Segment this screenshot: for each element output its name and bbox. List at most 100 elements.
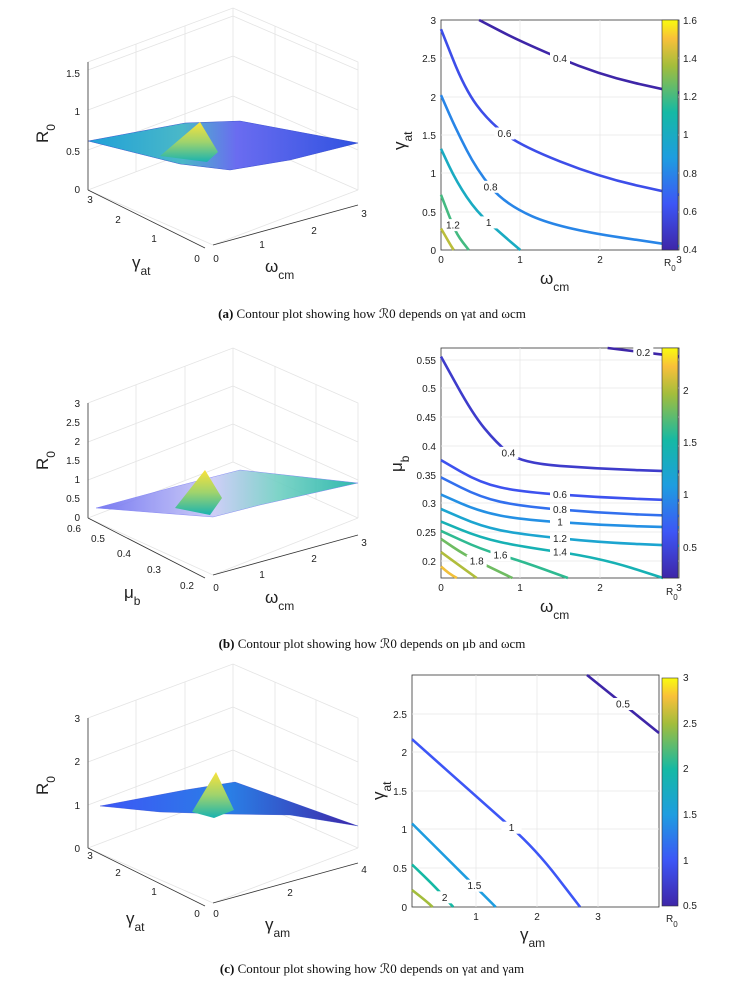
panel-a-contour-label-bg-3 (478, 216, 499, 229)
svg-text:3: 3 (74, 399, 80, 410)
svg-text:3: 3 (74, 714, 80, 725)
panel-a-xlabel: ωcm (540, 269, 569, 294)
panel-a-contour-label-bg-4 (442, 219, 463, 232)
svg-text:1.5: 1.5 (393, 787, 407, 798)
svg-text:2.5: 2.5 (422, 54, 436, 65)
panel-b-3d-zlabel: R0 (33, 451, 58, 470)
panel-b-contour-label-bg-7 (490, 549, 511, 561)
svg-text:0: 0 (213, 583, 219, 594)
svg-text:1: 1 (517, 255, 523, 266)
svg-text:1.5: 1.5 (422, 131, 436, 142)
panel-a-contour-label-bg-0 (550, 52, 570, 65)
svg-text:1: 1 (259, 240, 265, 251)
panel-a-yticks: 0 1 2 3 (87, 195, 200, 265)
svg-text:4: 4 (361, 865, 367, 876)
panel-a-3d-zlabel: R0 (33, 124, 58, 143)
svg-text:3: 3 (87, 195, 93, 206)
panel-b-3d-xlabel: ωcm (265, 588, 294, 613)
panel-a-xticks: 0 1 2 3 (438, 255, 682, 266)
svg-text:0.35: 0.35 (417, 471, 437, 482)
panel-c-zticks: 0 1 2 3 (74, 714, 80, 855)
panel-b-contour-label-7: 1.6 (494, 551, 508, 562)
svg-text:0.4: 0.4 (422, 442, 436, 453)
svg-text:1: 1 (74, 475, 80, 486)
panel-c-xticks: 0 2 4 (213, 865, 367, 920)
panel-b-surface: 0 0.5 1 1.5 2 2.5 3 0.2 0.3 0.4 0.5 0.6 … (33, 347, 367, 613)
panel-b-zticks: 0 0.5 1 1.5 2 2.5 3 (66, 399, 80, 524)
svg-text:0: 0 (74, 513, 80, 524)
panel-a-contour-line-3 (439, 148, 522, 251)
panel-b-contour-label-5: 1.2 (553, 534, 567, 545)
panel-c-contour-line-4 (411, 888, 434, 908)
panel-c-contour-label-2: 1.5 (467, 881, 481, 892)
panel-b-contour-line-3 (440, 476, 680, 518)
svg-text:1.5: 1.5 (66, 69, 80, 80)
panel-a-zticks: 0 0.5 1 1.5 (66, 69, 80, 196)
panel-b-surface-mesh (95, 469, 359, 518)
panel-b-colorbar-ticks: 0.5 1 1.5 2 (683, 386, 697, 554)
svg-text:0.2: 0.2 (422, 557, 436, 568)
panel-a-contour-lines: 0.4 0.6 0.8 1 1.2 (439, 18, 680, 251)
panel-c-grid (412, 675, 659, 907)
svg-text:2: 2 (287, 888, 293, 899)
svg-text:2: 2 (311, 226, 317, 237)
panel-a-contour: 0.4 0.6 0.8 1 1.2 0 0.5 1 1.5 2 2.5 3 0 1 2 … (390, 16, 697, 294)
panel-a-contour-line-2 (439, 94, 680, 248)
panel-a-contour-line-5 (439, 227, 455, 251)
svg-text:2: 2 (311, 554, 317, 565)
panel-b-contour-label-bg-4 (550, 516, 570, 529)
panel-b-contour-label-bg-5 (550, 532, 570, 545)
svg-text:0.5: 0.5 (683, 901, 697, 912)
svg-text:3: 3 (683, 673, 689, 684)
panel-c-contour: 0.5 1 1.5 2 0 0.5 1 1.5 2 2.5 1 2 3 γat γam… (369, 673, 697, 950)
svg-text:0.6: 0.6 (67, 524, 81, 535)
caption-b: (b) Contour plot showing how ℛ0 depends … (219, 636, 526, 651)
svg-text:1: 1 (430, 169, 436, 180)
panel-b-contour-label-bg-0 (633, 346, 654, 359)
panel-c-contour-label-bg-1 (501, 821, 522, 834)
panel-c-yticks: 0 0.5 1 1.5 2 2.5 (393, 710, 407, 914)
svg-text:0: 0 (438, 255, 444, 266)
svg-text:1.6: 1.6 (683, 16, 697, 27)
svg-text:2: 2 (534, 912, 540, 923)
panel-c-ylabel: γat (369, 781, 394, 800)
svg-text:0.4: 0.4 (117, 549, 131, 560)
panel-b-contour-label-bg-8 (466, 554, 487, 567)
svg-text:1.2: 1.2 (683, 92, 697, 103)
panel-b-contour-line-1 (439, 355, 680, 473)
caption-a-tag: (a) (218, 306, 233, 321)
svg-text:2: 2 (683, 764, 689, 775)
panel-b-colorbar (661, 347, 679, 579)
svg-text:0.5: 0.5 (422, 208, 436, 219)
panel-b-contour-line-7 (440, 529, 569, 580)
svg-text:0: 0 (438, 583, 444, 594)
panel-b-contour-label-bg-1 (498, 446, 519, 459)
svg-text:0.3: 0.3 (422, 499, 436, 510)
panel-b-3d-ylabel: μb (124, 583, 141, 608)
svg-text:0: 0 (430, 246, 436, 257)
caption-a: (a) Contour plot showing how ℛ0 depends … (218, 306, 526, 321)
svg-text:0.6: 0.6 (683, 207, 697, 218)
panel-b-contour-label-bg-3 (550, 503, 570, 516)
svg-text:2: 2 (597, 583, 603, 594)
panel-b-contour-line-6 (440, 520, 664, 580)
svg-text:0.5: 0.5 (66, 494, 80, 505)
svg-text:0.3: 0.3 (147, 565, 161, 576)
svg-text:2: 2 (115, 868, 121, 879)
svg-text:2: 2 (597, 255, 603, 266)
svg-text:1: 1 (683, 856, 689, 867)
svg-text:1: 1 (517, 583, 523, 594)
svg-text:1.5: 1.5 (66, 456, 80, 467)
svg-text:1: 1 (151, 234, 157, 245)
panel-a-contour-label-bg-2 (480, 180, 501, 193)
panel-b-contour-label-bg-2 (550, 488, 570, 501)
svg-text:0: 0 (213, 909, 219, 920)
panel-b-contour-label-0: 0.2 (636, 348, 650, 359)
panel-b-xticks: 0 1 2 3 (438, 583, 682, 594)
panel-a-contour-line-1 (439, 28, 680, 197)
svg-text:0.5: 0.5 (66, 147, 80, 158)
panel-a-contour-line-4 (439, 194, 470, 251)
panel-a-yticks: 0 0.5 1 1.5 2 2.5 3 (422, 16, 436, 257)
panel-b-3d-grid (87, 347, 359, 576)
panel-b-contour-label-8: 1.8 (470, 556, 484, 567)
